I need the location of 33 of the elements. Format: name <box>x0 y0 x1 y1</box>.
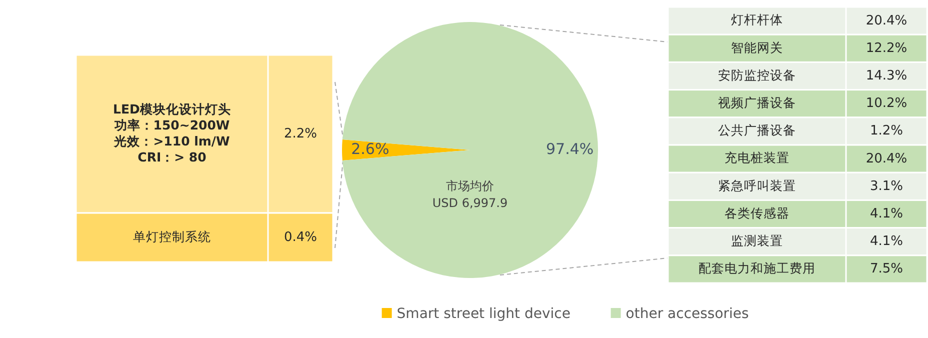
category-label: 监测装置 <box>731 233 783 248</box>
data-label: 97.4% <box>546 140 594 158</box>
text: 光效：>110 lm/W <box>113 133 230 148</box>
text: 0.4% <box>284 230 318 246</box>
text: 14.3% <box>866 68 908 84</box>
category-label: LED模块化设计灯头 <box>113 101 231 116</box>
text: 10.2% <box>866 96 908 112</box>
category-label: 配套电力和施工费用 <box>698 260 816 276</box>
category-label: 公共广播设备 <box>718 122 796 138</box>
text: 20.4% <box>866 13 908 28</box>
text: 12.2% <box>866 40 908 56</box>
text: 4.1% <box>870 234 904 250</box>
text: 4.1% <box>870 206 904 222</box>
category-label: 安防监控设备 <box>718 67 796 82</box>
category-label: 视频广播设备 <box>718 95 796 110</box>
text: 2.2% <box>284 126 318 142</box>
legend-label: other accessories <box>626 306 749 322</box>
text: 20.4% <box>866 151 908 166</box>
category-label: 智能网关 <box>731 40 783 55</box>
pie-slice <box>342 22 598 278</box>
text: 3.1% <box>870 178 904 194</box>
text: 功率：150~200W <box>113 117 230 132</box>
legend-label: Smart street light device <box>396 306 570 322</box>
category-label: 单灯控制系统 <box>133 228 211 244</box>
text: CRI：> 80 <box>138 149 207 164</box>
category-label: 紧急呼叫装置 <box>718 178 796 193</box>
text: 1.2% <box>870 124 904 139</box>
text: 7.5% <box>870 262 904 277</box>
text: 市场均价 USD 6,997.9 <box>432 179 508 210</box>
category-label: 灯杆杆体 <box>731 12 783 28</box>
category-label: 充电桩装置 <box>724 150 790 166</box>
category-label: 各类传感器 <box>724 205 790 220</box>
data-label: 2.6% <box>351 140 390 158</box>
